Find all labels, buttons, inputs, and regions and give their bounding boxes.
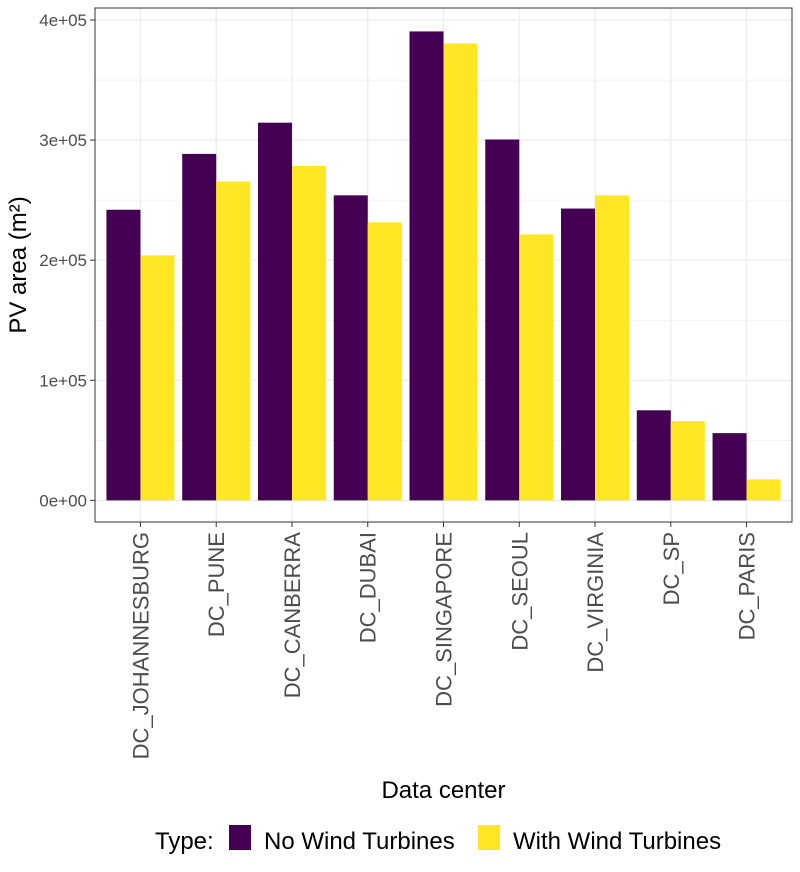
y-tick-label: 4e+05	[39, 11, 87, 30]
bar	[333, 195, 368, 501]
x-tick-label: DC_JOHANNESBURG	[128, 532, 153, 759]
y-tick-label: 2e+05	[39, 251, 87, 270]
bar	[443, 43, 478, 501]
bar	[636, 410, 671, 501]
legend: Type: No Wind Turbines With Wind Turbines	[155, 825, 721, 855]
y-axis-title: PV area (m²)	[5, 196, 32, 333]
bar	[409, 31, 444, 501]
legend-label: With Wind Turbines	[513, 828, 721, 855]
axes: 0e+00 1e+05 2e+05 3e+05 4e+05 DC_JOHANNESBURG…	[39, 11, 759, 759]
legend-title: Type:	[155, 828, 214, 855]
x-tick-label: DC_SEOUL	[507, 532, 532, 651]
x-tick-label: DC_VIRGINIA	[583, 532, 608, 673]
bar	[367, 222, 402, 501]
x-tick-label: DC_PARIS	[735, 532, 760, 640]
y-tick-label: 1e+05	[39, 371, 87, 390]
bar	[746, 479, 781, 501]
bars	[106, 31, 781, 501]
y-tick-label: 3e+05	[39, 131, 87, 150]
legend-key	[229, 825, 251, 850]
bar	[106, 209, 141, 501]
x-tick-label: DC_DUBAI	[356, 532, 381, 643]
bar	[712, 433, 747, 501]
x-tick-label: DC_CANBERRA	[280, 532, 305, 699]
legend-label: No Wind Turbines	[264, 828, 455, 855]
bar	[182, 153, 217, 501]
y-tick-label: 0e+00	[39, 491, 87, 510]
bar	[140, 255, 175, 501]
x-axis-title: Data center	[381, 777, 505, 804]
bar	[291, 165, 326, 501]
x-tick-label: DC_SINGAPORE	[432, 532, 457, 707]
bar	[670, 421, 705, 501]
x-tick-label: DC_PUNE	[204, 532, 229, 637]
bar	[519, 234, 554, 501]
bar	[257, 122, 292, 501]
bar	[595, 195, 630, 501]
bar	[485, 139, 520, 501]
bar	[561, 208, 596, 501]
legend-key	[478, 825, 500, 850]
x-tick-label: DC_SP	[659, 532, 684, 605]
bar	[216, 181, 251, 501]
